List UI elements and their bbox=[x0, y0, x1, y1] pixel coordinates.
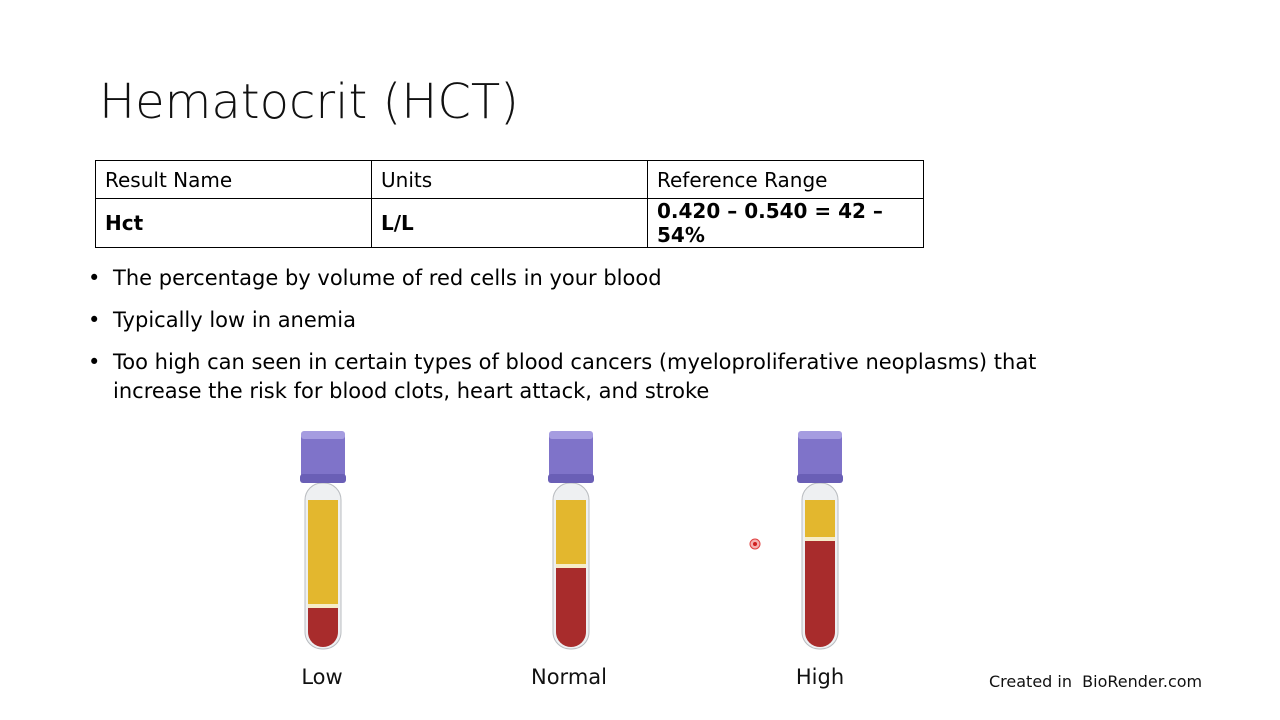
table: Result Name Units Reference Range Hct L/… bbox=[95, 160, 924, 248]
credit: Created in BioRender.com bbox=[989, 672, 1203, 691]
bullet: Typically low in anemia bbox=[88, 306, 1048, 335]
cell: Reference Range bbox=[647, 160, 924, 199]
pointer-dot bbox=[753, 542, 757, 546]
bullet-list: The percentage by volume of red cells in… bbox=[88, 264, 1048, 419]
bullet: The percentage by volume of red cells in… bbox=[88, 264, 1048, 293]
tube-label: High bbox=[795, 665, 845, 689]
cell: L/L bbox=[371, 198, 648, 248]
table-row: Hct L/L 0.420 – 0.540 = 42 – 54% bbox=[95, 198, 924, 248]
table-header: Result Name Units Reference Range bbox=[95, 160, 924, 199]
tube-label: Normal bbox=[531, 665, 607, 689]
bullet: Too high can seen in certain types of bl… bbox=[88, 348, 1048, 406]
tube-high bbox=[797, 431, 843, 650]
tube-low bbox=[300, 431, 346, 650]
cell: 0.420 – 0.540 = 42 – 54% bbox=[647, 198, 924, 248]
cell: Result Name bbox=[95, 160, 372, 199]
cell: Hct bbox=[95, 198, 372, 248]
tube-label: Low bbox=[301, 665, 343, 689]
title: Hematocrit (HCT) bbox=[99, 74, 519, 130]
tube-normal bbox=[548, 431, 594, 650]
